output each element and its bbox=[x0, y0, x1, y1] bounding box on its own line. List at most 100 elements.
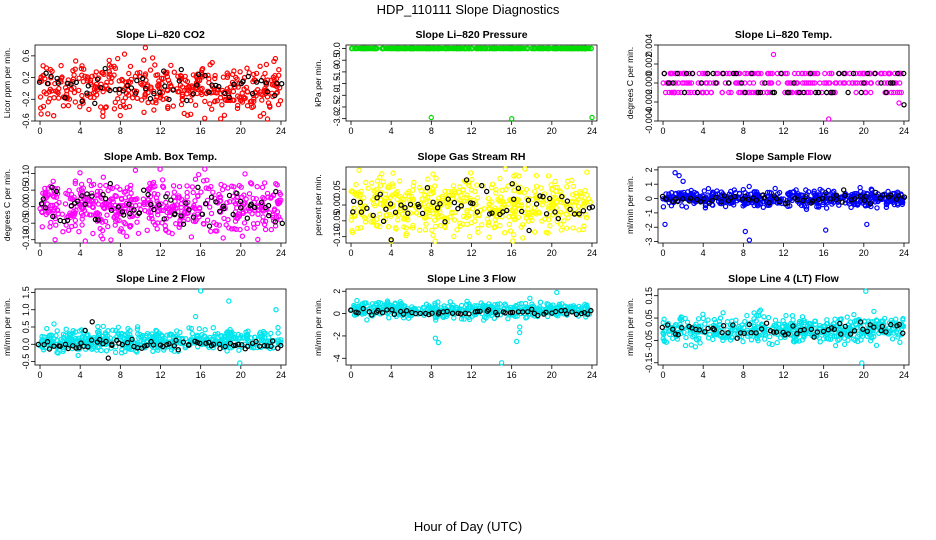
data-point bbox=[425, 176, 431, 182]
y-tick-label: -3.0 bbox=[332, 111, 342, 127]
y-tick-label: -2 bbox=[644, 223, 654, 231]
data-point bbox=[72, 217, 79, 224]
data-point bbox=[204, 217, 211, 223]
data-point bbox=[219, 102, 225, 108]
data-point bbox=[734, 80, 740, 86]
data-point bbox=[744, 312, 750, 319]
data-point bbox=[260, 214, 266, 220]
x-tick-label: 24 bbox=[587, 370, 597, 380]
data-point bbox=[224, 199, 230, 206]
data-point bbox=[140, 187, 147, 193]
data-point bbox=[244, 89, 250, 95]
data-point bbox=[538, 185, 544, 191]
data-point bbox=[53, 222, 59, 228]
data-point bbox=[241, 86, 247, 92]
data-point bbox=[105, 223, 111, 230]
data-point bbox=[564, 184, 570, 190]
data-point bbox=[844, 314, 850, 320]
data-point bbox=[168, 208, 174, 215]
data-point bbox=[689, 70, 696, 77]
data-point bbox=[108, 237, 114, 243]
data-point bbox=[190, 189, 196, 196]
y-tick-label: 1.5 bbox=[21, 286, 31, 299]
data-point bbox=[171, 189, 178, 195]
data-point bbox=[221, 183, 228, 189]
chart-title: Slope Li–820 CO2 bbox=[116, 29, 205, 41]
data-point bbox=[740, 89, 747, 96]
data-point bbox=[548, 182, 554, 188]
data-point bbox=[584, 169, 590, 175]
x-tick-label: 4 bbox=[389, 248, 394, 258]
data-point bbox=[142, 94, 148, 100]
data-point bbox=[679, 80, 685, 86]
data-point bbox=[430, 232, 436, 238]
data-point bbox=[184, 194, 190, 200]
data-point bbox=[749, 70, 755, 77]
data-point bbox=[742, 80, 748, 86]
data-point bbox=[761, 314, 767, 320]
data-point bbox=[55, 80, 62, 86]
y-tick-label: 0.05 bbox=[644, 309, 654, 327]
data-point bbox=[466, 182, 472, 189]
data-point bbox=[696, 70, 702, 77]
y-tick-label: 0.002 bbox=[644, 53, 654, 76]
data-point bbox=[214, 90, 220, 96]
data-point bbox=[145, 186, 152, 192]
data-point bbox=[402, 45, 409, 52]
data-point bbox=[700, 70, 706, 77]
data-point bbox=[106, 57, 112, 64]
data-point bbox=[86, 177, 93, 184]
data-point bbox=[231, 81, 237, 88]
data-point bbox=[122, 205, 128, 211]
data-point bbox=[212, 72, 218, 79]
data-point bbox=[845, 89, 851, 96]
data-point bbox=[688, 89, 694, 96]
data-point bbox=[222, 90, 228, 97]
data-point bbox=[774, 339, 780, 346]
data-point bbox=[170, 87, 176, 93]
data-points bbox=[348, 166, 596, 244]
x-tick-label: 12 bbox=[778, 370, 788, 380]
data-point bbox=[107, 71, 113, 77]
data-point bbox=[695, 80, 702, 86]
data-point bbox=[100, 323, 107, 330]
data-point bbox=[666, 89, 672, 96]
data-point bbox=[221, 112, 228, 119]
data-point bbox=[127, 63, 134, 70]
data-point bbox=[78, 181, 85, 188]
x-tick-label: 8 bbox=[118, 248, 123, 258]
data-point bbox=[90, 230, 96, 237]
data-point bbox=[168, 197, 174, 203]
data-point bbox=[71, 85, 77, 91]
data-point bbox=[550, 191, 556, 197]
data-point bbox=[532, 188, 538, 195]
data-point bbox=[570, 225, 576, 231]
data-point bbox=[747, 80, 753, 86]
data-point bbox=[79, 98, 85, 105]
data-point bbox=[189, 330, 195, 337]
data-point bbox=[416, 227, 423, 233]
data-point bbox=[176, 78, 182, 84]
data-point bbox=[523, 45, 529, 52]
data-point bbox=[733, 70, 740, 77]
data-point bbox=[547, 222, 553, 229]
data-point bbox=[226, 298, 232, 304]
data-point bbox=[396, 178, 403, 184]
data-point bbox=[97, 104, 104, 110]
data-point bbox=[244, 225, 250, 232]
data-point bbox=[395, 217, 401, 223]
data-point bbox=[812, 89, 819, 96]
data-point bbox=[207, 101, 213, 107]
data-point bbox=[54, 328, 60, 334]
data-point bbox=[697, 340, 703, 346]
data-point bbox=[583, 45, 590, 52]
data-point bbox=[498, 360, 505, 366]
data-point bbox=[84, 92, 91, 99]
data-point bbox=[484, 188, 490, 195]
data-point bbox=[502, 166, 509, 172]
data-point bbox=[430, 171, 436, 177]
data-point bbox=[178, 66, 184, 73]
data-point bbox=[145, 209, 151, 215]
x-tick-label: 20 bbox=[236, 126, 246, 136]
